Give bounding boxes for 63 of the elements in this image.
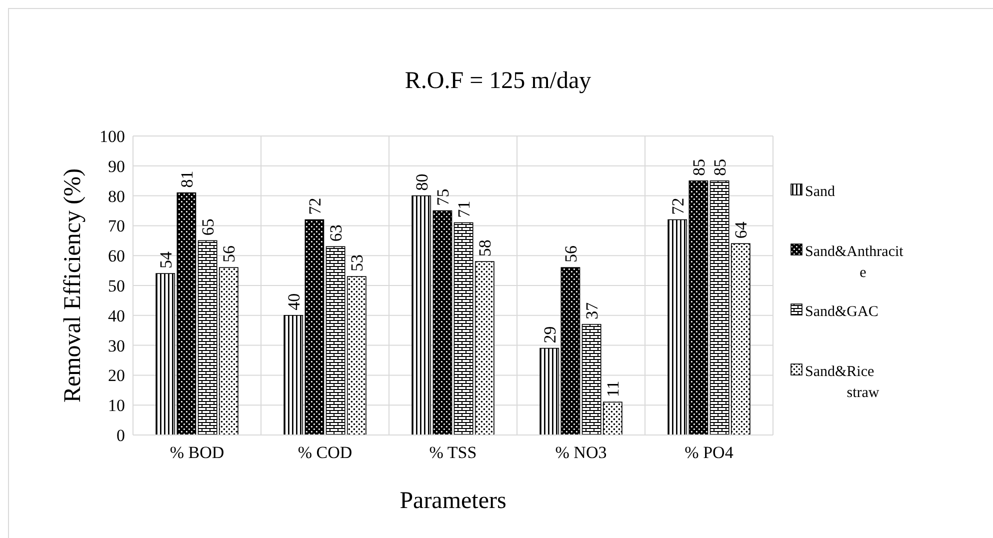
bar [326,246,346,436]
bar [602,402,622,436]
data-label: 72 [668,198,688,215]
x-tick-label: % TSS [429,443,477,462]
bar [688,180,708,436]
bar [710,180,730,436]
y-tick-label: 30 [108,336,125,356]
data-label: 72 [305,198,324,215]
legend-label: Sand&Anthracite [805,244,904,281]
bar [560,267,580,436]
y-tick-label: 80 [108,186,125,206]
x-tick-label: % COD [298,443,352,462]
y-tick-label: 60 [108,246,125,266]
data-label: 53 [348,254,367,272]
legend-label: Sand&GAC [805,304,878,320]
y-tick-label: 40 [108,306,125,326]
data-label: 40 [284,293,304,310]
data-label: 37 [582,302,602,320]
bar [668,219,688,436]
data-label: 11 [604,380,623,398]
x-axis-title: Parameters [400,488,506,514]
data-label: 64 [732,221,751,239]
bar [304,219,324,436]
y-tick-label: 50 [108,276,125,296]
chart-title: R.O.F = 125 m/day [404,68,592,94]
bar [474,261,494,436]
y-tick-label: 20 [108,366,125,386]
y-tick-label: 100 [100,127,125,146]
bar [432,210,452,436]
data-label: 85 [710,158,730,176]
data-label: 29 [540,326,560,344]
data-label: 85 [689,158,708,176]
data-label: 80 [412,174,432,191]
bar [156,273,176,436]
data-label: 54 [156,251,176,269]
bar [346,276,366,436]
bar [730,243,750,436]
data-label: 63 [326,224,346,242]
data-label: 81 [177,170,196,188]
bar [582,324,602,436]
data-label: 71 [454,200,474,218]
bar [176,192,196,436]
data-label: 56 [220,246,239,263]
bar [198,240,218,436]
y-tick-label: 10 [108,396,125,416]
data-label: 75 [433,188,452,206]
bar [454,222,474,436]
bar [218,267,238,436]
x-tick-label: % PO4 [684,443,734,462]
bar [284,315,304,436]
legend-label: Sand&Rice straw [805,364,880,401]
bar [540,348,560,436]
legend-label: Sand [805,184,836,200]
data-label: 58 [476,240,495,257]
bar [412,195,432,436]
x-tick-label: % NO3 [555,443,607,462]
data-label: 56 [561,246,580,263]
y-axis-title: Removal Efficiency (%) [60,168,86,403]
y-tick-label: 0 [116,426,125,445]
y-tick-label: 70 [108,216,125,236]
data-label: 65 [198,218,218,236]
x-tick-label: % BOD [170,443,224,462]
y-tick-label: 90 [108,156,125,176]
